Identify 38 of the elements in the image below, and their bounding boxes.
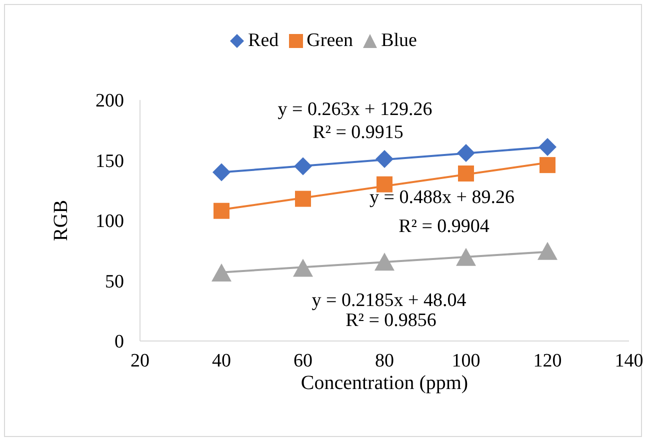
point <box>293 258 313 277</box>
point <box>538 138 556 156</box>
point <box>294 157 312 176</box>
y-tick-label: 50 <box>105 271 124 292</box>
annotation: y = 0.2185x + 48.04 <box>312 290 466 312</box>
y-tick-label: 0 <box>114 332 124 353</box>
point <box>538 242 558 260</box>
point <box>540 157 556 174</box>
annotation: R² = 0.9856 <box>346 310 436 332</box>
point <box>456 248 476 266</box>
x-tick-label: 80 <box>375 350 394 372</box>
x-axis-title: Concentration (ppm) <box>300 372 468 394</box>
y-tick-label: 100 <box>96 211 124 232</box>
y-tick-label: 150 <box>96 150 124 172</box>
legend-label: Blue <box>380 30 417 52</box>
point <box>376 150 394 168</box>
y-axis-title: RGB <box>50 200 72 242</box>
point <box>457 144 475 162</box>
point <box>214 202 230 219</box>
point <box>212 163 230 182</box>
y-tick-label: 200 <box>96 90 124 112</box>
point <box>458 166 474 182</box>
point <box>376 176 392 192</box>
annotation: R² = 0.9904 <box>398 216 490 238</box>
x-tick-label: 60 <box>294 350 312 372</box>
legend-label: Green <box>306 30 354 52</box>
annotation: y = 0.488x + 89.26 <box>370 187 514 209</box>
annotation: y = 0.263x + 129.26 <box>278 99 432 121</box>
point <box>212 264 232 282</box>
x-tick-label: 100 <box>452 350 480 372</box>
x-tick-label: 20 <box>130 350 150 372</box>
legend-label: Red <box>247 30 279 52</box>
annotation: R² = 0.9915 <box>312 122 404 144</box>
point <box>374 252 394 271</box>
point <box>295 190 311 207</box>
x-tick-label: 140 <box>614 350 644 372</box>
x-tick-label: 120 <box>533 350 562 372</box>
x-tick-label: 40 <box>212 350 231 372</box>
